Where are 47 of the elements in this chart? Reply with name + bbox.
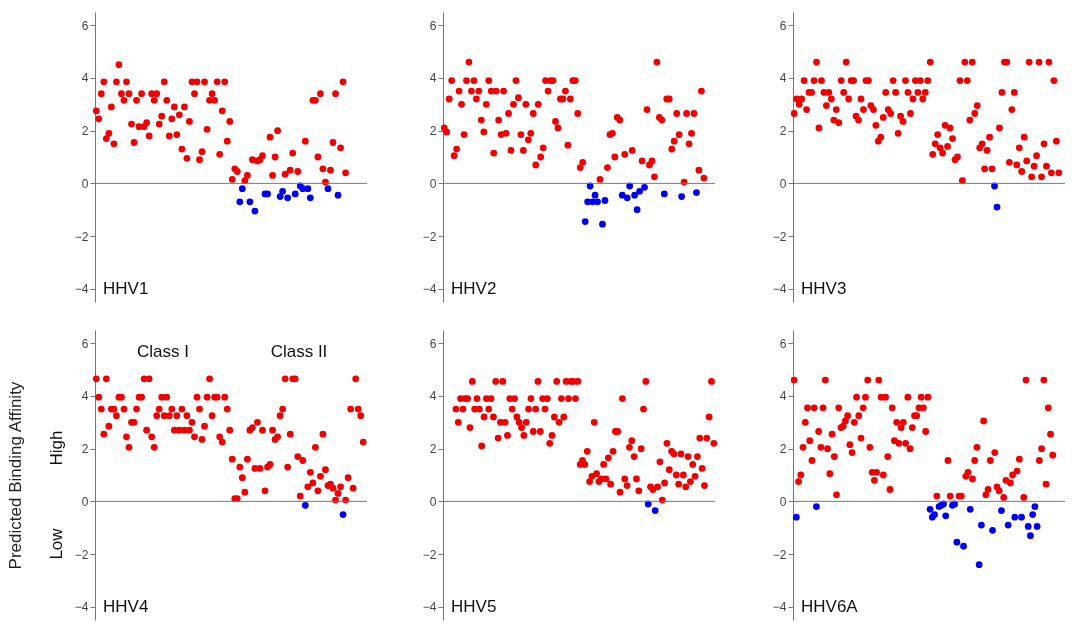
y-tick-label: 6 — [81, 18, 89, 33]
y-tick-label: 4 — [429, 71, 437, 86]
text: HHV3 — [801, 279, 847, 298]
y-tick-label: 0 — [81, 494, 89, 509]
y-tick-label: 2 — [81, 124, 89, 139]
y-tick-label: −2 — [772, 229, 787, 244]
y-tick-label: −2 — [422, 229, 437, 244]
y-tick-label: 4 — [779, 71, 787, 86]
y-tick-label: 6 — [429, 336, 437, 351]
y-tick-label: −4 — [772, 282, 787, 297]
annotation: Class II — [270, 342, 328, 361]
y-tick-label: 2 — [429, 124, 437, 139]
text: HHV2 — [451, 279, 497, 298]
y-tick-label: −4 — [74, 600, 89, 615]
y-tick-label: −2 — [422, 547, 437, 562]
y-tick-label: 0 — [779, 176, 787, 191]
y-tick-label: 4 — [429, 389, 437, 404]
y-tick-label: −2 — [74, 547, 89, 562]
y-tick-label: 6 — [81, 336, 89, 351]
text: HHV5 — [451, 597, 497, 616]
y-tick-label: −4 — [74, 282, 89, 297]
y-tick-label: −2 — [772, 547, 787, 562]
y-tick-label: 2 — [779, 442, 787, 457]
y-tick-label: 0 — [779, 494, 787, 509]
y-tick-label: −4 — [422, 600, 437, 615]
y-tick-label: 6 — [779, 336, 787, 351]
y-tick-label: −4 — [422, 282, 437, 297]
text: HHV1 — [103, 279, 149, 298]
y-tick-label: 0 — [81, 176, 89, 191]
annotation: Class I — [137, 342, 189, 361]
y-tick-label: 2 — [429, 442, 437, 457]
y-tick-label: 4 — [779, 389, 787, 404]
y-tick-label: 6 — [429, 18, 437, 33]
y-tick-label: −2 — [74, 229, 89, 244]
y-tick-label: 6 — [779, 18, 787, 33]
text: HHV4 — [103, 597, 149, 616]
y-axis-title: Predicted Binding Affinity — [5, 381, 25, 570]
y-tick-label: 0 — [429, 176, 437, 191]
y-tick-label: 2 — [81, 442, 89, 457]
text: HHV6A — [801, 597, 859, 616]
y-tick-label: 4 — [81, 71, 89, 86]
text: Low — [47, 527, 66, 560]
y-tick-label: 0 — [429, 494, 437, 509]
text: High — [47, 430, 66, 466]
y-tick-label: −4 — [772, 600, 787, 615]
y-tick-label: 4 — [81, 389, 89, 404]
y-tick-label: 2 — [779, 124, 787, 139]
